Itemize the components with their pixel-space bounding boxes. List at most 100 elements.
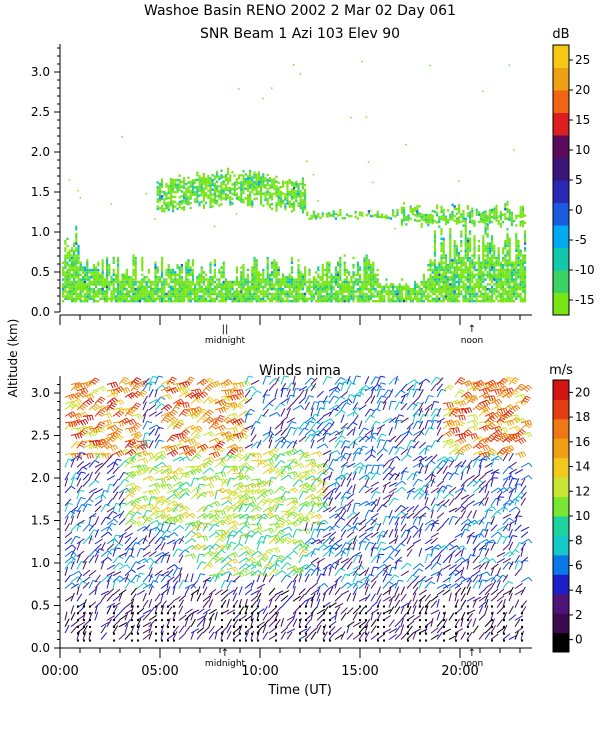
snr-cell: [97, 273, 100, 276]
snr-cell: [145, 292, 148, 296]
snr-cell: [112, 292, 115, 296]
wind-barb-staff: [82, 503, 88, 513]
snr-cell: [227, 186, 230, 190]
snr-cell: [471, 207, 474, 210]
snr-cell: [161, 183, 164, 186]
snr-cell: [70, 259, 73, 262]
figure-title-line1: Washoe Basin RENO 2002 2 Mar 02 Day 061: [144, 3, 456, 19]
snr-cell: [273, 288, 276, 291]
snr-cell: [429, 216, 432, 219]
snr-cell: [185, 285, 188, 288]
wind-barb-staff: [76, 630, 81, 640]
snr-cell: [361, 297, 364, 300]
snr-cell: [400, 221, 403, 224]
snr-cell: [339, 208, 342, 212]
snr-cell: [438, 220, 441, 224]
snr-cell: [433, 249, 436, 252]
snr-cell: [464, 252, 467, 255]
snr-cell: [519, 295, 522, 298]
snr-cell: [400, 285, 403, 288]
wind-barb: [64, 411, 77, 419]
snr-cell: [356, 300, 359, 303]
snr-cell: [440, 295, 443, 298]
snr-cell: [90, 297, 93, 300]
snr-cell: [141, 285, 144, 288]
snr-cell: [277, 191, 280, 194]
wind-barb-staff: [64, 624, 70, 634]
y-tick-label: 2.0: [31, 145, 50, 159]
snr-cell: [167, 184, 170, 188]
snr-cell: [491, 211, 494, 214]
snr-cell: [121, 273, 124, 276]
snr-cell: [147, 268, 150, 272]
snr-cell: [517, 268, 520, 272]
wind-barb: [94, 585, 98, 595]
snr-cell: [297, 288, 300, 291]
snr-cell: [260, 278, 263, 281]
snr-cell: [343, 264, 346, 267]
snr-cell: [156, 200, 159, 203]
wind-barb-flag: [81, 430, 87, 435]
snr-cell: [255, 292, 258, 296]
snr-cell: [211, 288, 214, 291]
snr-cell: [488, 247, 491, 250]
wind-barb-staff: [118, 632, 126, 640]
snr-cell: [279, 198, 282, 201]
snr-cell: [339, 285, 342, 288]
snr-cell: [235, 268, 238, 272]
snr-cell: [119, 292, 122, 296]
snr-cell: [453, 290, 456, 293]
snr-cell: [249, 174, 252, 177]
snr-cell: [381, 292, 384, 296]
snr-cell: [495, 268, 498, 272]
snr-cell: [482, 240, 485, 243]
snr-cell: [293, 297, 296, 300]
snr-cell: [240, 173, 243, 177]
snr-cell: [462, 217, 465, 220]
snr-cell: [497, 254, 500, 257]
snr-cell: [264, 300, 267, 303]
snr-cell: [284, 300, 287, 303]
snr-cell: [515, 297, 518, 300]
snr-cell: [396, 290, 399, 293]
snr-cell: [240, 276, 243, 279]
wind-barb-staff: [94, 452, 104, 456]
wind-barb-flag: [118, 562, 124, 567]
snr-cell: [508, 254, 511, 257]
snr-cell: [198, 276, 201, 279]
snr-cell: [176, 202, 179, 206]
snr-cell: [508, 216, 511, 219]
snr-cell: [295, 180, 298, 184]
snr-cell: [469, 264, 472, 267]
wind-barb-flag: [74, 509, 80, 512]
snr-cell: [337, 300, 340, 303]
snr-cell: [508, 295, 511, 298]
snr-cell: [209, 276, 212, 279]
snr-cell: [189, 180, 192, 183]
snr-cell: [262, 295, 265, 298]
snr-cell: [365, 300, 368, 303]
wind-barb-staff: [64, 595, 73, 602]
snr-cell: [75, 259, 78, 262]
snr-cell: [337, 276, 340, 279]
snr-cell: [244, 295, 247, 298]
snr-cell: [493, 207, 496, 210]
wind-barb-flag: [80, 389, 84, 395]
snr-cell: [92, 290, 95, 293]
wind-barb-flag: [86, 415, 89, 421]
wind-barb-staff: [64, 537, 73, 545]
snr-speckle: [370, 209, 372, 212]
snr-cell: [191, 188, 194, 192]
snr-cell: [482, 266, 485, 269]
snr-cell: [455, 292, 458, 296]
snr-cell: [196, 295, 199, 298]
snr-cell: [119, 290, 122, 293]
snr-cell: [519, 283, 522, 286]
wind-barb-staff: [106, 588, 114, 596]
snr-cell: [515, 237, 518, 240]
snr-cell: [488, 256, 491, 260]
snr-cell: [277, 290, 280, 293]
wind-barb-staff: [124, 500, 133, 507]
snr-cell: [235, 278, 238, 281]
snr-cell: [469, 242, 472, 245]
